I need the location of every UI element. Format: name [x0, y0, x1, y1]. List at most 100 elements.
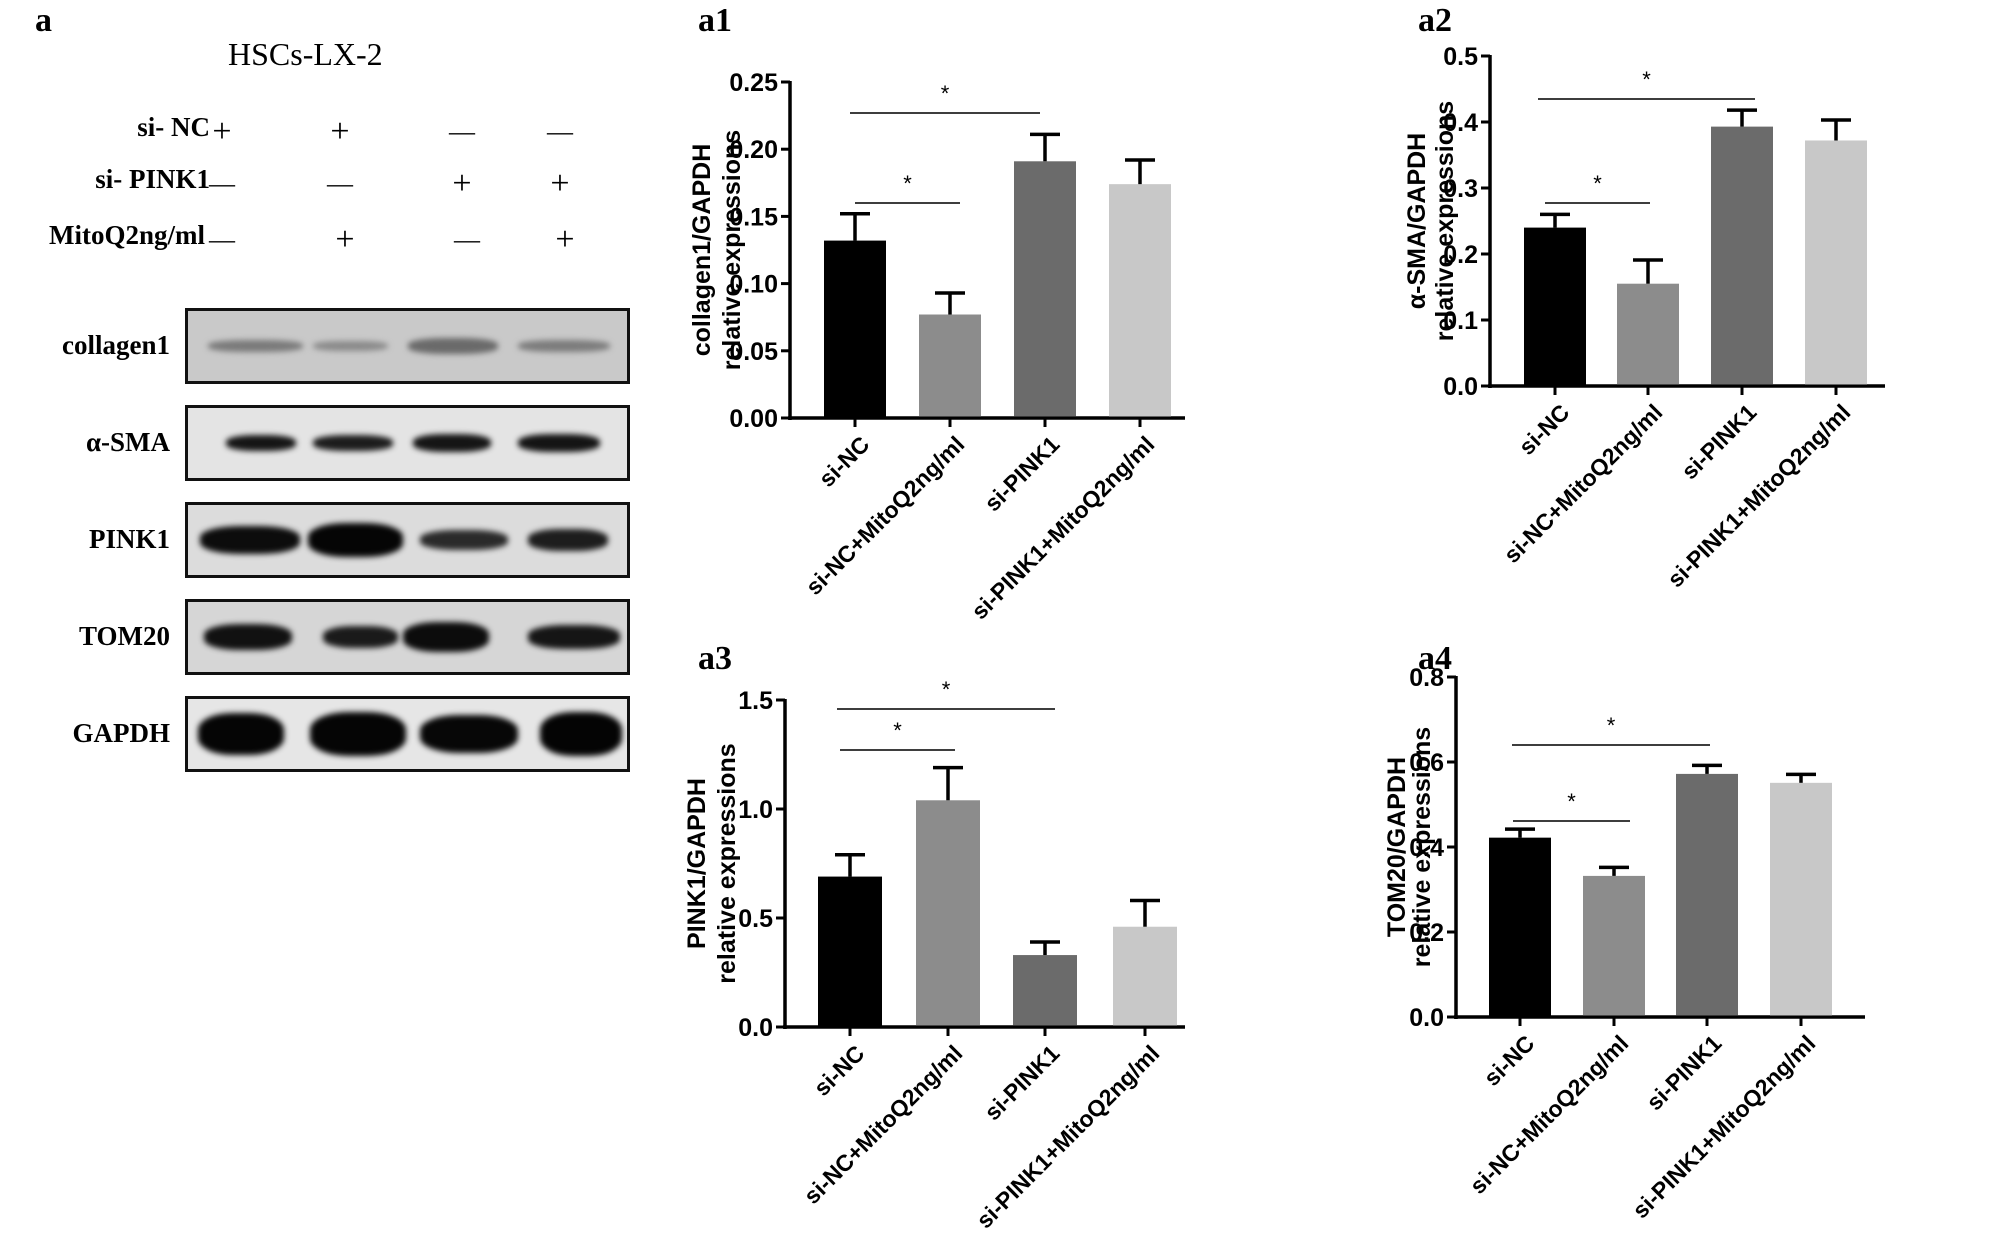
- condition-label: si- NC: [137, 112, 210, 142]
- y-tick-label: 0.00: [729, 405, 778, 433]
- y-tick-label: 0.3: [1443, 175, 1478, 203]
- blot-image: [185, 696, 630, 772]
- protein-band: [200, 526, 300, 554]
- protein-band: [204, 624, 292, 650]
- y-axis-label: relative expressions: [713, 743, 741, 983]
- plus-sign: +: [452, 165, 472, 202]
- x-tick-label: si-NC+MitoQ2ng/ml: [1499, 399, 1668, 568]
- significance-marker: *: [942, 677, 951, 702]
- x-tick-label: si-PINK1: [979, 431, 1064, 516]
- blot-label: PINK1: [89, 524, 170, 554]
- panel-label-a1: a1: [698, 2, 732, 39]
- protein-band: [313, 341, 388, 351]
- protein-band: [198, 713, 284, 755]
- protein-band: [518, 434, 600, 452]
- blot-label: collagen1: [62, 330, 170, 360]
- bar: [1113, 926, 1177, 1026]
- significance-marker: *: [893, 718, 902, 743]
- protein-band: [540, 712, 622, 756]
- condition-label: si- PINK1: [95, 164, 210, 194]
- bar: [1014, 161, 1076, 417]
- blot-label: GAPDH: [72, 718, 171, 748]
- minus-sign: —: [209, 225, 235, 254]
- condition-label: MitoQ2ng/ml: [49, 220, 205, 250]
- protein-band: [528, 625, 620, 649]
- significance-marker: *: [1642, 67, 1651, 92]
- bar: [1109, 184, 1171, 417]
- x-tick-label: si-NC+MitoQ2ng/ml: [799, 1040, 968, 1209]
- bar: [818, 876, 882, 1026]
- bar: [1805, 140, 1867, 385]
- protein-band: [518, 340, 610, 352]
- minus-sign: —: [209, 169, 235, 198]
- protein-band: [323, 626, 398, 648]
- y-tick-label: 0.2: [1409, 919, 1444, 947]
- x-tick-label: si-PINK1: [979, 1040, 1064, 1125]
- bar: [1676, 773, 1738, 1016]
- bar: [1013, 955, 1077, 1026]
- panel-label-a: a: [35, 2, 52, 39]
- bar: [824, 240, 886, 417]
- blot-image: [185, 599, 630, 675]
- cell-line-title: HSCs-LX-2: [228, 36, 383, 72]
- panel-label-a2: a2: [1418, 2, 1452, 39]
- y-tick-label: 0.6: [1409, 749, 1444, 777]
- y-axis-label: TOM20/GAPDH: [1383, 757, 1411, 937]
- bar: [1770, 782, 1832, 1016]
- x-tick-label: si-PINK1+MitoQ2ng/ml: [966, 431, 1159, 624]
- x-tick-label: si-PINK1+MitoQ2ng/ml: [1627, 1030, 1820, 1223]
- x-tick-label: si-PINK1+MitoQ2ng/ml: [1662, 399, 1855, 592]
- y-axis-label: relative expressions: [718, 130, 746, 370]
- x-tick-label: si-NC: [814, 431, 875, 492]
- x-tick-label: si-NC+MitoQ2ng/ml: [1465, 1030, 1634, 1199]
- bar: [1489, 837, 1551, 1016]
- blot-image: [185, 308, 630, 384]
- blot-label: α-SMA: [85, 427, 170, 457]
- panel-label-a3: a3: [698, 640, 732, 677]
- y-axis-label: relative expressions: [1431, 101, 1459, 341]
- blot-image: [185, 405, 630, 481]
- minus-sign: —: [547, 117, 573, 146]
- y-tick-label: 0.05: [729, 338, 778, 366]
- x-tick-label: si-NC: [1514, 399, 1575, 460]
- plus-sign: +: [335, 221, 355, 258]
- y-axis-label: collagen1/GAPDH: [688, 144, 716, 357]
- y-tick-label: 0.15: [729, 203, 778, 231]
- y-tick-label: 1.5: [738, 687, 773, 715]
- significance-marker: *: [941, 81, 950, 106]
- protein-band: [403, 622, 489, 652]
- y-tick-label: 1.0: [738, 796, 773, 824]
- y-tick-label: 0.5: [1443, 43, 1478, 71]
- y-tick-label: 0.0: [1409, 1004, 1444, 1032]
- bar: [1617, 283, 1679, 385]
- significance-marker: *: [1593, 171, 1602, 196]
- x-tick-label: si-PINK1: [1641, 1030, 1726, 1115]
- bar: [1583, 875, 1645, 1016]
- significance-marker: *: [903, 171, 912, 196]
- minus-sign: —: [454, 225, 480, 254]
- bar: [916, 800, 980, 1026]
- protein-band: [310, 712, 406, 756]
- x-tick-label: si-NC+MitoQ2ng/ml: [801, 431, 970, 600]
- plus-sign: +: [550, 165, 570, 202]
- bar: [1524, 227, 1586, 385]
- y-tick-label: 0.20: [729, 136, 778, 164]
- protein-band: [420, 715, 518, 753]
- y-tick-label: 0.0: [738, 1014, 773, 1042]
- y-axis-label: relative expressions: [1408, 727, 1436, 967]
- protein-band: [420, 530, 508, 550]
- x-tick-label: si-NC: [809, 1040, 870, 1101]
- y-tick-label: 0.4: [1409, 834, 1444, 862]
- y-tick-label: 0.4: [1443, 109, 1478, 137]
- y-tick-label: 0.2: [1443, 241, 1478, 269]
- protein-band: [308, 523, 403, 557]
- significance-marker: *: [1607, 713, 1616, 738]
- protein-band: [528, 529, 608, 551]
- plus-sign: +: [330, 113, 350, 150]
- protein-band: [408, 338, 498, 354]
- minus-sign: —: [327, 169, 353, 198]
- minus-sign: —: [449, 117, 475, 146]
- bar: [919, 314, 981, 417]
- y-tick-label: 0.0: [1443, 373, 1478, 401]
- y-tick-label: 0.10: [729, 271, 778, 299]
